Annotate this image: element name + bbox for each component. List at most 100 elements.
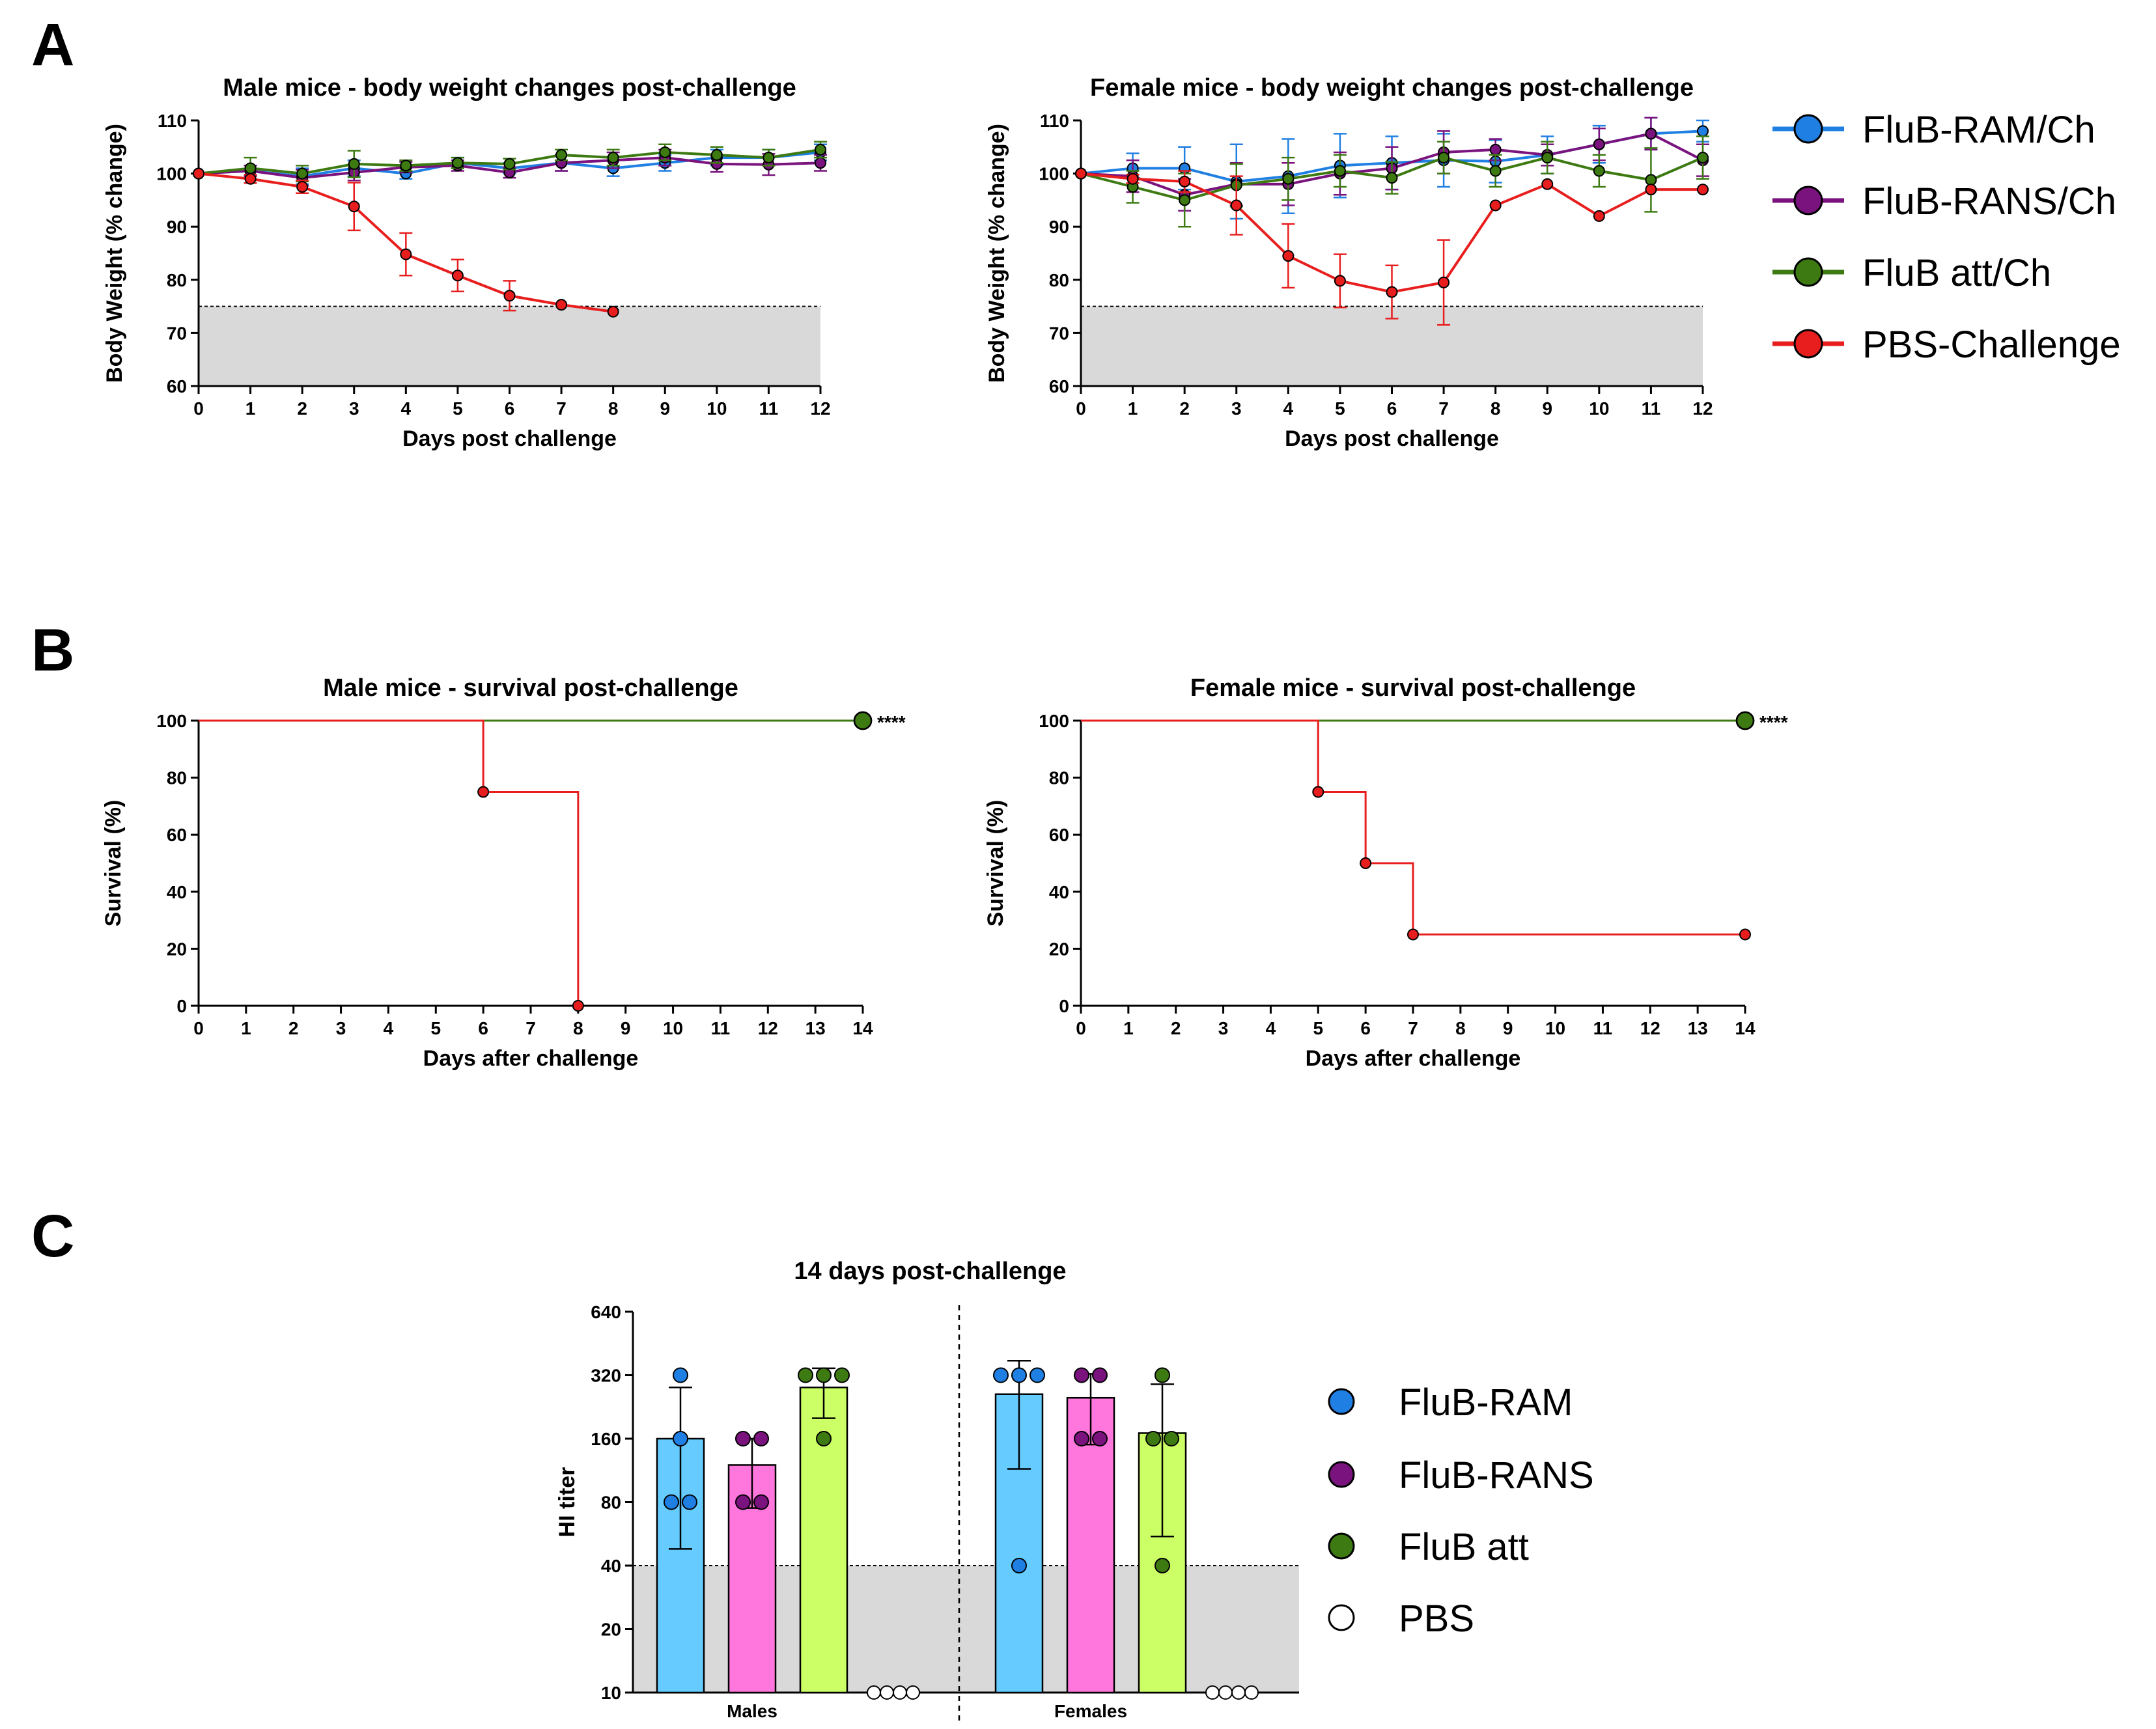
data-point [1645, 174, 1657, 186]
y-tick-label: 20 [601, 1620, 621, 1640]
y-axis-label: HI titer [555, 1467, 580, 1538]
data-point [1593, 210, 1605, 222]
x-tick-label: 10 [1545, 1018, 1565, 1038]
x-tick-label: 11 [1642, 398, 1661, 419]
data-point [555, 299, 568, 311]
x-tick-label: 13 [805, 1018, 826, 1038]
x-tick-label: 9 [660, 398, 670, 419]
x-tick-label: 3 [1218, 1018, 1229, 1038]
x-axis-label: Days after challenge [423, 1046, 639, 1071]
x-tick-label: 0 [1076, 398, 1086, 419]
data-point [1645, 128, 1657, 140]
survival-step-pbs-challenge [199, 719, 580, 1006]
x-tick-label: 9 [1542, 398, 1552, 419]
y-tick-label: 320 [591, 1366, 621, 1386]
panel-letter-a: A [31, 12, 74, 78]
panel-letter-b: B [31, 617, 74, 684]
titer-point [1074, 1367, 1089, 1383]
bar-group-females-pbs [1205, 1685, 1259, 1700]
titer-point [1145, 1431, 1161, 1446]
data-point [503, 158, 516, 170]
data-point [1230, 199, 1242, 212]
titer-point [1155, 1558, 1170, 1573]
x-tick-label: 9 [1503, 1018, 1513, 1038]
x-tick-label: 4 [401, 398, 412, 419]
titer-point-pbs [1205, 1685, 1220, 1700]
legend-item-pbs: PBS [1328, 1598, 1474, 1640]
titer-point [1164, 1431, 1179, 1446]
chart-title: Male mice - survival post-challenge [323, 674, 738, 702]
x-axis-label: Days post challenge [1285, 426, 1499, 451]
threshold-shade [199, 306, 820, 386]
y-tick-label: 100 [1039, 164, 1069, 184]
series-pbs-challenge [1081, 719, 1751, 941]
x-tick-label: 6 [1360, 1018, 1371, 1038]
y-tick-label: 20 [167, 939, 187, 959]
significance-label: **** [877, 712, 906, 732]
legend-panel-c: FluB-RAM FluB-RANS FluB att PBS [1328, 1381, 1594, 1640]
x-tick-label: 11 [1593, 1018, 1613, 1038]
data-point [815, 157, 826, 169]
y-tick-label: 60 [1049, 376, 1069, 396]
legend-dot-ram [1328, 1388, 1355, 1415]
titer-point [735, 1431, 751, 1446]
data-point [451, 270, 464, 282]
y-tick-label: 100 [156, 164, 187, 184]
x-tick-label: 6 [478, 1018, 488, 1038]
titer-point-pbs [893, 1685, 907, 1700]
titer-point-pbs [906, 1685, 920, 1700]
x-tick-label: 0 [193, 398, 204, 419]
legend-item-ram-ch: FluB-RAM/Ch [1772, 109, 2095, 151]
x-axis-label: Days post challenge [402, 426, 617, 451]
data-point [1593, 138, 1605, 150]
data-point [1334, 275, 1346, 287]
x-tick-label: 7 [556, 398, 567, 419]
x-tick-label: 3 [336, 1018, 346, 1038]
bar-group-males-flub-ram [656, 1367, 705, 1694]
x-tick-label: 4 [384, 1018, 394, 1038]
data-point [1179, 194, 1191, 206]
data-point [1489, 199, 1502, 212]
chart-title: Female mice - body weight changes post-c… [1090, 74, 1694, 102]
data-point [1438, 276, 1450, 288]
legend-item-pbs-challenge: PBS-Challenge [1772, 324, 2121, 366]
data-point [555, 149, 568, 161]
end-point [853, 711, 873, 730]
titer-point [1155, 1367, 1170, 1383]
chart-male-survival: Male mice - survival post-challenge02040… [101, 674, 906, 1071]
data-point [1697, 184, 1709, 196]
bar-flub-att [799, 1387, 848, 1694]
y-tick-label: 40 [167, 882, 187, 902]
titer-point [753, 1494, 769, 1510]
x-tick-label: 1 [1128, 398, 1138, 419]
x-tick-label: 6 [505, 398, 515, 419]
y-tick-label: 80 [167, 270, 187, 290]
x-tick-label: 2 [1179, 398, 1190, 419]
y-tick-label: 80 [167, 768, 187, 788]
series-pbs-challenge [1075, 167, 1709, 326]
legend-label-ram-ch: FluB-RAM/Ch [1862, 109, 2095, 151]
titer-point [1011, 1558, 1027, 1573]
y-axis-label: Body Weight (% change) [102, 124, 127, 383]
y-tick-label: 0 [1059, 996, 1069, 1016]
survival-step-pbs-challenge [1081, 719, 1745, 935]
x-tick-label: 11 [759, 398, 779, 419]
y-tick-label: 60 [1049, 825, 1069, 845]
x-tick-label: 8 [1491, 398, 1501, 419]
legend-item-att-ch: FluB att/Ch [1772, 252, 2051, 294]
data-point [1438, 152, 1450, 164]
titer-point-pbs [1218, 1685, 1233, 1700]
legend-item-att: FluB att [1328, 1526, 1529, 1568]
x-tick-label: 10 [1589, 398, 1609, 419]
legend-marker-rans-ch [1793, 186, 1823, 215]
y-tick-label: 80 [601, 1493, 621, 1513]
x-tick-label: 8 [608, 398, 619, 419]
y-tick-label: 640 [591, 1302, 621, 1322]
data-point [1386, 172, 1398, 184]
data-point [244, 162, 257, 174]
x-tick-label: 7 [1438, 398, 1449, 419]
data-point [1075, 167, 1087, 180]
data-point [607, 305, 619, 318]
chart-hi-titer: 14 days post-challenge 10 20 40 80 160 320 640 H… [555, 1258, 1299, 1725]
legend-panel-a: FluB-RAM/Ch FluB-RANS/Ch FluB att/Ch PBS… [1772, 109, 2121, 366]
